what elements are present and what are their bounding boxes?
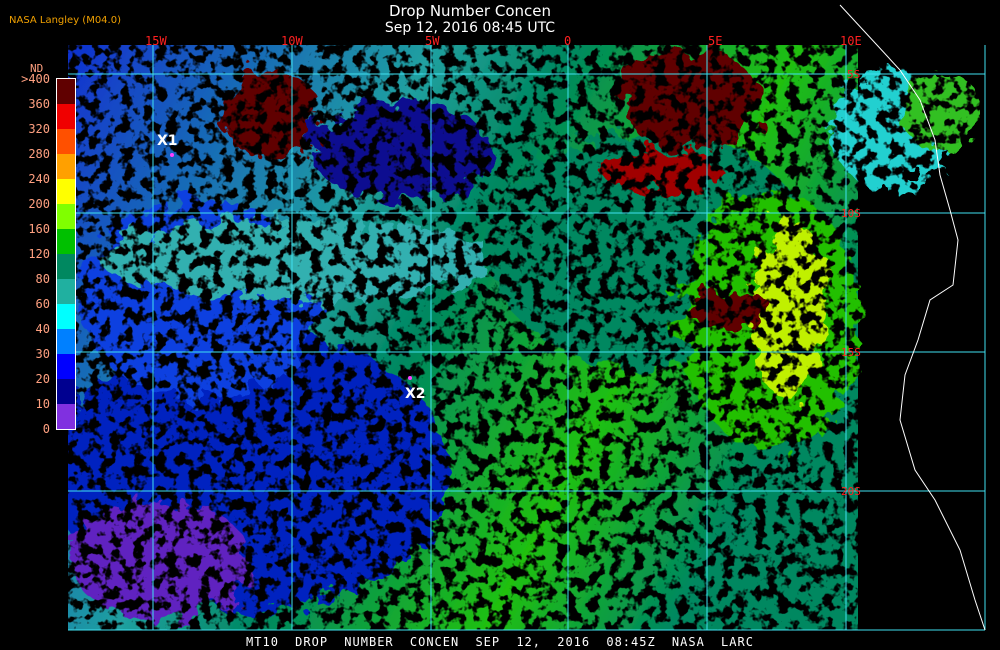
color-swatch xyxy=(57,254,75,279)
marker-dot-x1 xyxy=(170,153,174,157)
lon-label: 15W xyxy=(145,34,167,48)
map-title: Drop Number Concen xyxy=(388,2,552,20)
legend-label: >400 xyxy=(21,72,50,86)
lat-label: 5S xyxy=(847,68,861,81)
legend-label: 280 xyxy=(28,147,50,161)
coastline xyxy=(839,4,986,631)
lat-label: 20S xyxy=(841,485,861,498)
legend-label: 10 xyxy=(35,397,50,411)
lon-label: 10E xyxy=(840,34,862,48)
legend-label: 320 xyxy=(28,122,50,136)
cloud-field xyxy=(68,45,985,630)
color-swatch xyxy=(57,154,75,179)
lon-label: 10W xyxy=(281,34,303,48)
marker-x1: X1 xyxy=(157,133,178,149)
color-swatch xyxy=(57,104,75,129)
legend-label: 20 xyxy=(35,372,50,386)
marker-x2: X2 xyxy=(405,386,426,402)
legend-label: 80 xyxy=(35,272,50,286)
color-swatch xyxy=(57,304,75,329)
color-swatch xyxy=(57,404,75,429)
lon-label: 5W xyxy=(425,34,440,48)
color-swatch xyxy=(57,379,75,404)
legend-label: 120 xyxy=(28,247,50,261)
legend-label: 160 xyxy=(28,222,50,236)
lat-lon-grid xyxy=(68,45,986,631)
color-swatch xyxy=(57,204,75,229)
footer-caption: MT10 DROP NUMBER CONCEN SEP 12, 2016 08:… xyxy=(246,635,754,649)
color-swatch xyxy=(57,354,75,379)
color-swatch xyxy=(57,179,75,204)
legend-label: 360 xyxy=(28,97,50,111)
color-swatch xyxy=(57,129,75,154)
legend-label: 60 xyxy=(35,297,50,311)
map-datetime: Sep 12, 2016 08:45 UTC xyxy=(384,20,556,36)
lat-label: 10S xyxy=(841,207,861,220)
legend-label: 200 xyxy=(28,197,50,211)
legend-label: 0 xyxy=(42,422,50,436)
legend-title: ND xyxy=(30,62,44,75)
producer-label: NASA Langley (M04.0) xyxy=(9,15,121,26)
lon-label: 5E xyxy=(708,34,723,48)
color-swatch xyxy=(57,229,75,254)
legend-label: 30 xyxy=(35,347,50,361)
legend-label: 40 xyxy=(35,322,50,336)
color-swatch xyxy=(57,329,75,354)
lat-label: 15S xyxy=(841,346,861,359)
marker-dot-x2 xyxy=(408,376,412,380)
color-scale-bar xyxy=(56,78,76,430)
color-swatch xyxy=(57,79,75,104)
legend-label: 240 xyxy=(28,172,50,186)
color-swatch xyxy=(57,279,75,304)
lon-label: 0 xyxy=(564,34,572,48)
